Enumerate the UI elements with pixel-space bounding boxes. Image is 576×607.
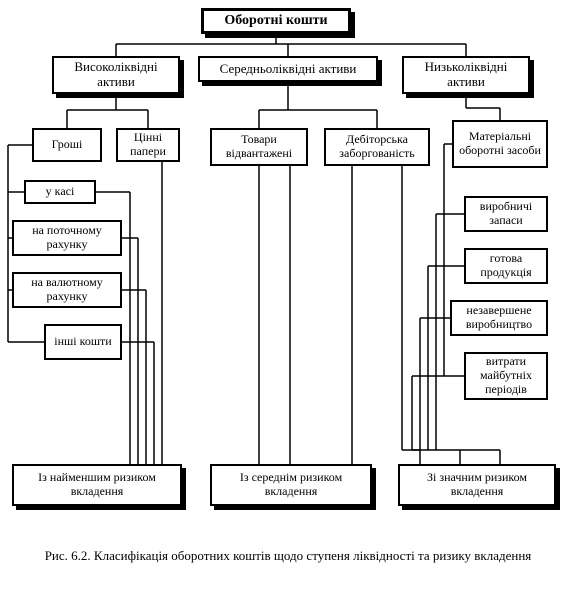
figure-caption: Рис. 6.2. Класифікація оборотних коштів …	[0, 548, 576, 564]
node-securities: Цінні папери	[116, 128, 180, 162]
category-mid-liquid: Середньоліквідні активи	[198, 56, 378, 82]
node-future-expenses: витрати майбутніх періодів	[464, 352, 548, 400]
node-receivables: Дебіторська заборгованість	[324, 128, 430, 166]
node-production-stock: виробничі запаси	[464, 196, 548, 232]
node-wip: незавершене виробництво	[450, 300, 548, 336]
node-cash: Гроші	[32, 128, 102, 162]
node-finished-goods: готова продукція	[464, 248, 548, 284]
node-goods-shipped: Товари відвантажені	[210, 128, 308, 166]
node-fx-account: на валютному рахунку	[12, 272, 122, 308]
risk-mid: Із середнім ризиком вкладення	[210, 464, 372, 506]
node-current-account: на поточному рахунку	[12, 220, 122, 256]
category-high-liquid: Високоліквідні активи	[52, 56, 180, 94]
risk-low: Із найменшим ризиком вкладення	[12, 464, 182, 506]
node-other-cash: інші кошти	[44, 324, 122, 360]
risk-high: Зі значним ризиком вкладення	[398, 464, 556, 506]
category-low-liquid: Низьколіквідні активи	[402, 56, 530, 94]
node-material-assets: Матеріальні оборотні засоби	[452, 120, 548, 168]
root-node: Оборотні кошти	[201, 8, 351, 34]
node-kasa: у касі	[24, 180, 96, 204]
